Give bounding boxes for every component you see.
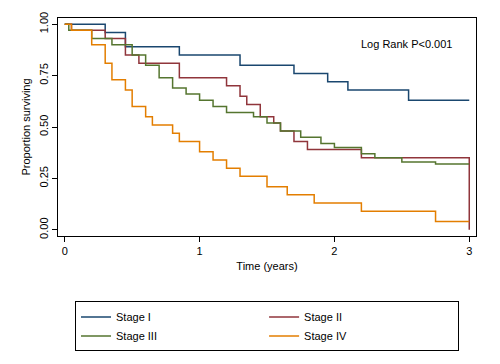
svg-text:1.00: 1.00 [38, 12, 50, 33]
svg-text:Stage II: Stage II [304, 311, 342, 323]
svg-text:1: 1 [197, 245, 203, 257]
svg-text:0.25: 0.25 [38, 166, 50, 187]
svg-text:Stage I: Stage I [116, 311, 151, 323]
svg-text:0.00: 0.00 [38, 217, 50, 238]
svg-text:3: 3 [466, 245, 472, 257]
svg-text:Proportion surviving: Proportion surviving [20, 78, 32, 175]
svg-text:Time (years): Time (years) [236, 260, 297, 272]
svg-text:Stage IV: Stage IV [304, 330, 347, 342]
svg-text:Stage III: Stage III [116, 330, 157, 342]
svg-text:0: 0 [62, 245, 68, 257]
svg-text:2: 2 [331, 245, 337, 257]
svg-text:Log Rank P<0.001: Log Rank P<0.001 [361, 38, 452, 50]
svg-text:0.50: 0.50 [38, 115, 50, 136]
svg-text:0.75: 0.75 [38, 63, 50, 84]
